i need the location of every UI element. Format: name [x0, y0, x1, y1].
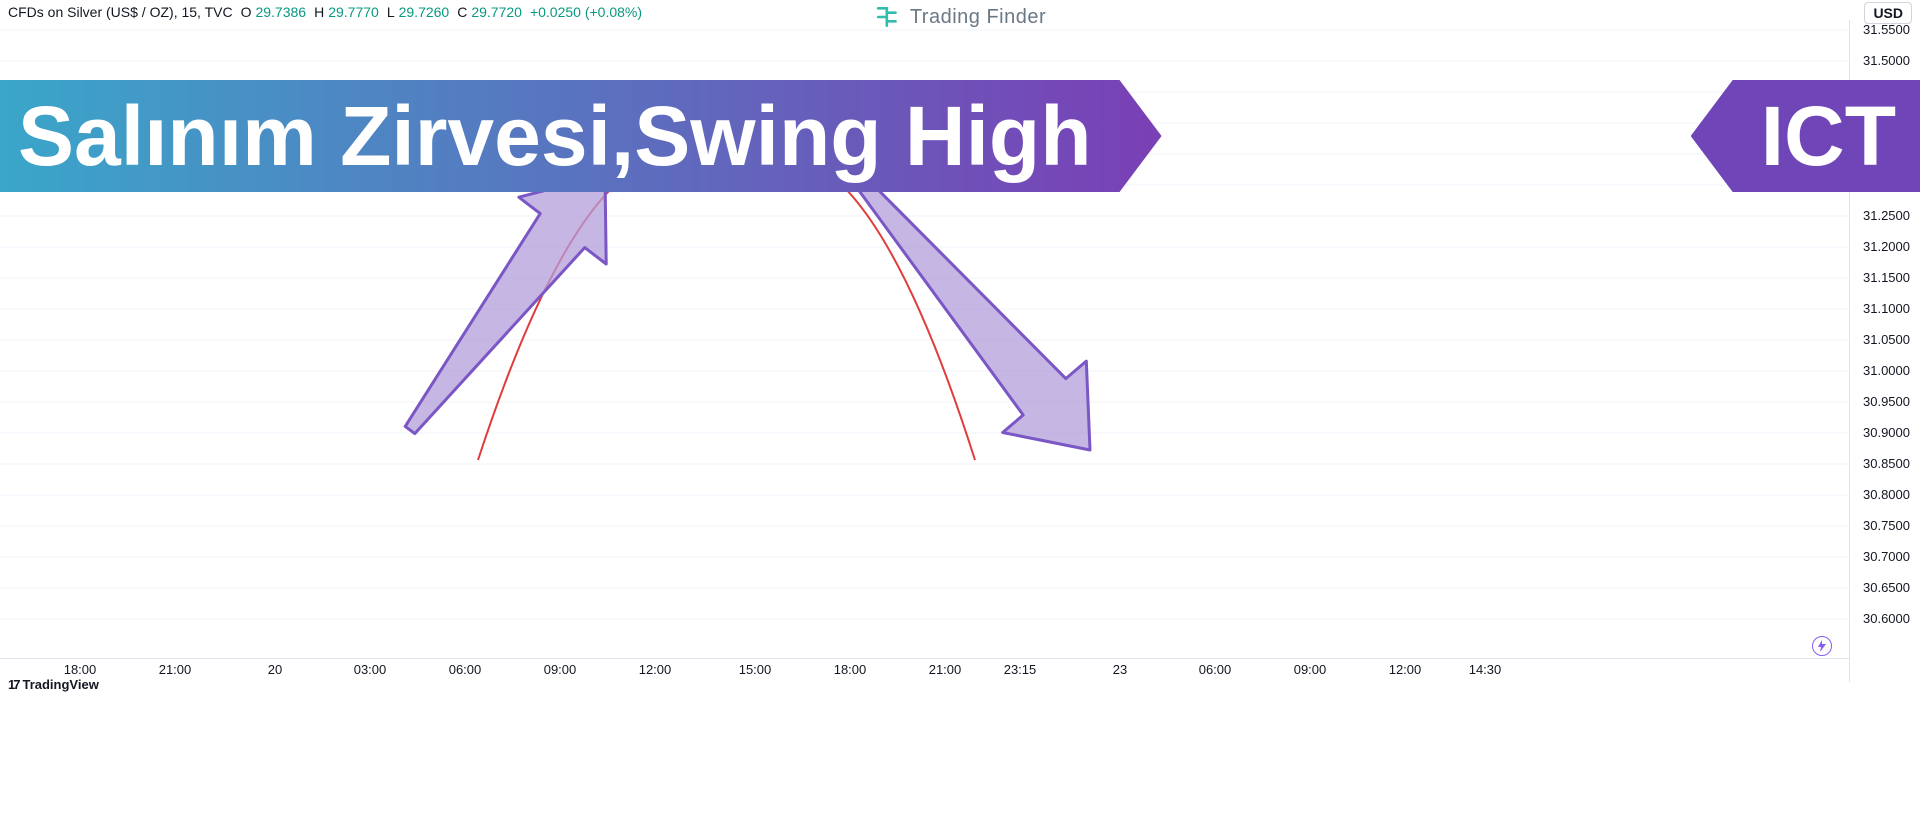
brand-watermark: Trading Finder [874, 4, 1046, 30]
time-tick: 18:00 [834, 662, 867, 677]
low-value: 29.7260 [399, 4, 450, 20]
price-tick: 30.9000 [1850, 425, 1910, 440]
price-tick: 30.7000 [1850, 549, 1910, 564]
time-tick: 09:00 [544, 662, 577, 677]
price-tick: 31.0000 [1850, 363, 1910, 378]
time-tick: 21:00 [159, 662, 192, 677]
x-axis-border [0, 658, 1850, 659]
time-tick: 21:00 [929, 662, 962, 677]
change-value: +0.0250 (+0.08%) [530, 4, 642, 20]
price-tick: 30.8500 [1850, 456, 1910, 471]
high-label: H [314, 4, 324, 20]
brand-text: Trading Finder [910, 6, 1046, 29]
time-axis[interactable]: 18:00 21:00 20 03:00 06:00 09:00 12:00 15:00 18:… [0, 662, 1850, 686]
time-tick: 09:00 [1294, 662, 1327, 677]
time-tick: 06:00 [1199, 662, 1232, 677]
time-tick: 03:00 [354, 662, 387, 677]
open-value: 29.7386 [255, 4, 306, 20]
price-tick: 31.1000 [1850, 301, 1910, 316]
time-tick: 18:00 [64, 662, 97, 677]
time-tick: 15:00 [739, 662, 772, 677]
close-label: C [457, 4, 467, 20]
time-tick: 12:00 [1389, 662, 1422, 677]
tradingview-attribution[interactable]: 17 TradingView [8, 677, 99, 692]
open-label: O [241, 4, 252, 20]
time-tick: 23:15 [1004, 662, 1037, 677]
brand-icon [874, 4, 900, 30]
title-banner-left-text: Salınım Zirvesi,Swing High [18, 88, 1092, 185]
time-tick: 12:00 [639, 662, 672, 677]
symbol-text[interactable]: CFDs on Silver (US$ / OZ), 15, TVC [8, 4, 233, 20]
tradingview-label: TradingView [22, 677, 98, 692]
price-tick: 30.8000 [1850, 487, 1910, 502]
price-tick: 31.5500 [1850, 22, 1910, 37]
title-banner-right: ICT [1691, 80, 1920, 192]
title-banner-right-text: ICT [1761, 88, 1896, 185]
price-tick: 30.6000 [1850, 611, 1910, 626]
close-value: 29.7720 [471, 4, 522, 20]
price-tick: 30.9500 [1850, 394, 1910, 409]
time-tick: 20 [268, 662, 282, 677]
symbol-ohlc-bar: CFDs on Silver (US$ / OZ), 15, TVC O29.7… [8, 4, 642, 20]
time-tick: 23 [1113, 662, 1127, 677]
low-label: L [387, 4, 395, 20]
price-tick: 31.2000 [1850, 239, 1910, 254]
tradingview-glyph: 17 [8, 677, 18, 692]
time-tick: 14:30 [1469, 662, 1502, 677]
price-tick: 31.1500 [1850, 270, 1910, 285]
title-banner-left: Salınım Zirvesi,Swing High [0, 80, 1162, 192]
time-tick: 06:00 [449, 662, 482, 677]
price-tick: 31.2500 [1850, 208, 1910, 223]
price-tick: 30.7500 [1850, 518, 1910, 533]
high-value: 29.7770 [328, 4, 379, 20]
replay-icon[interactable] [1812, 636, 1832, 656]
price-tick: 30.6500 [1850, 580, 1910, 595]
price-tick: 31.5000 [1850, 53, 1910, 68]
price-tick: 31.0500 [1850, 332, 1910, 347]
